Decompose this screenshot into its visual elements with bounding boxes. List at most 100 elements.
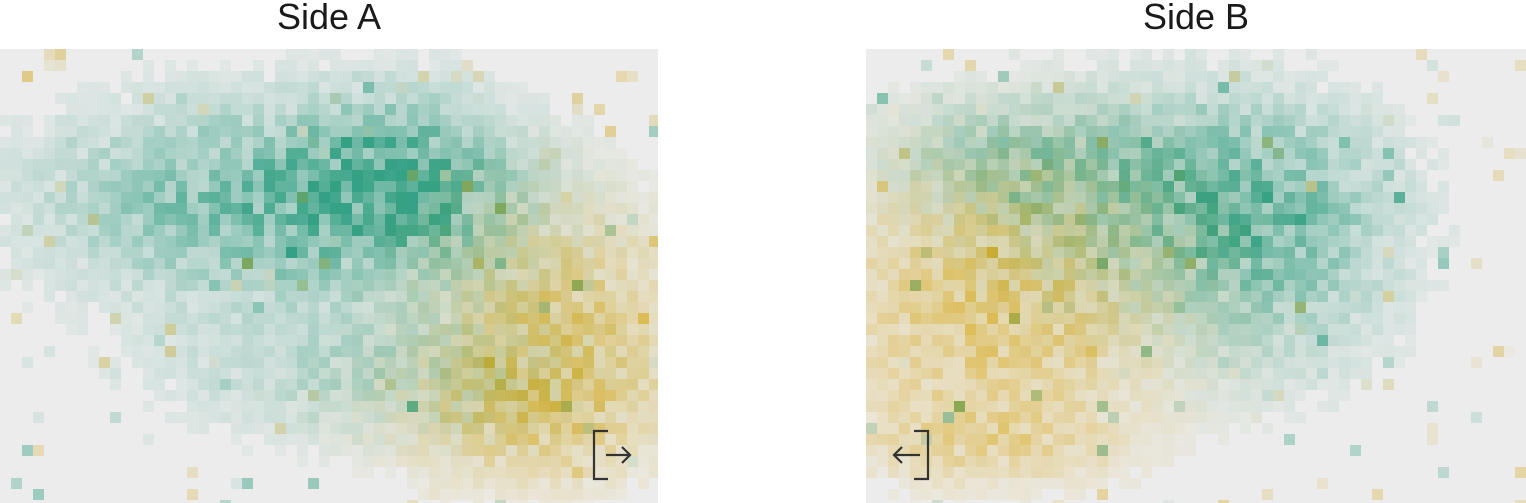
heatmap-cell	[1372, 192, 1383, 203]
heatmap-cell	[932, 434, 943, 445]
heatmap-cell	[319, 412, 330, 423]
heatmap-cell	[451, 412, 462, 423]
heatmap-cell	[1053, 401, 1064, 412]
heatmap-cell	[1273, 148, 1284, 159]
exit-right-icon[interactable]	[590, 429, 638, 481]
heatmap-cell	[22, 203, 33, 214]
heatmap-cell	[561, 379, 572, 390]
heatmap-cell	[1108, 93, 1119, 104]
heatmap-cell	[1053, 324, 1064, 335]
exit-left-icon[interactable]	[888, 429, 936, 481]
heatmap-cell	[374, 159, 385, 170]
heatmap-cell	[1086, 115, 1097, 126]
heatmap-cell	[220, 225, 231, 236]
heatmap-cell	[1174, 192, 1185, 203]
heatmap-cell	[517, 478, 528, 489]
heatmap-cell	[55, 258, 66, 269]
heatmap-cell	[1284, 115, 1295, 126]
heatmap-cell	[451, 258, 462, 269]
heatmap-cell	[451, 401, 462, 412]
heatmap-cell	[605, 236, 616, 247]
heatmap-cell	[594, 423, 605, 434]
heatmap-cell	[407, 181, 418, 192]
heatmap-cell	[22, 181, 33, 192]
heatmap-cell	[176, 379, 187, 390]
heatmap-cell	[638, 335, 649, 346]
heatmap-cell	[143, 192, 154, 203]
heatmap-cell	[231, 236, 242, 247]
heatmap-cell	[187, 346, 198, 357]
heatmap-cell	[22, 236, 33, 247]
heatmap-cell	[616, 423, 627, 434]
heatmap-cell	[1064, 225, 1075, 236]
heatmap-cell	[253, 368, 264, 379]
heatmap-cell	[187, 137, 198, 148]
heatmap-cell	[308, 368, 319, 379]
heatmap-cell	[484, 93, 495, 104]
heatmap-cell	[1405, 247, 1416, 258]
heatmap-cell	[1064, 258, 1075, 269]
heatmap-cell	[1130, 401, 1141, 412]
heatmap-cell	[1317, 170, 1328, 181]
heatmap-cell	[55, 49, 66, 60]
heatmap-cell	[1383, 247, 1394, 258]
heatmap-cell	[1031, 368, 1042, 379]
heatmap-cell	[899, 269, 910, 280]
heatmap-cell	[374, 357, 385, 368]
heatmap-cell	[1174, 203, 1185, 214]
heatmap-cell	[877, 203, 888, 214]
heatmap-cell	[352, 60, 363, 71]
heatmap-cell	[1163, 225, 1174, 236]
heatmap-cell	[1163, 500, 1174, 503]
heatmap-cell	[943, 478, 954, 489]
heatmap-cell	[561, 137, 572, 148]
heatmap-cell	[998, 324, 1009, 335]
heatmap-cell	[1031, 302, 1042, 313]
heatmap-cell	[429, 148, 440, 159]
heatmap-cell	[1262, 357, 1273, 368]
heatmap-cell	[910, 280, 921, 291]
heatmap-cell	[899, 148, 910, 159]
heatmap-cell	[1009, 302, 1020, 313]
heatmap-cell	[165, 258, 176, 269]
heatmap-cell	[539, 313, 550, 324]
heatmap-cell	[253, 302, 264, 313]
heatmap-cell	[517, 170, 528, 181]
heatmap-cell	[1163, 423, 1174, 434]
heatmap-cell	[1306, 93, 1317, 104]
heatmap-cell	[242, 423, 253, 434]
heatmap-cell	[561, 159, 572, 170]
heatmap-cell	[1163, 379, 1174, 390]
heatmap-cell	[187, 159, 198, 170]
heatmap-cell	[88, 192, 99, 203]
heatmap-cell	[143, 82, 154, 93]
heatmap-cell	[1108, 368, 1119, 379]
heatmap-cell	[1416, 258, 1427, 269]
heatmap-cell	[1119, 192, 1130, 203]
heatmap-cell	[1020, 390, 1031, 401]
heatmap-cell	[910, 379, 921, 390]
heatmap-cell	[1196, 368, 1207, 379]
heatmap-cell	[374, 247, 385, 258]
heatmap-cell	[1152, 71, 1163, 82]
heatmap-cell	[561, 126, 572, 137]
heatmap-cell	[1108, 60, 1119, 71]
heatmap-cell	[198, 346, 209, 357]
heatmap-cell	[396, 335, 407, 346]
heatmap-cell	[1009, 115, 1020, 126]
heatmap-cell	[451, 324, 462, 335]
heatmap-cell	[363, 335, 374, 346]
heatmap-cell	[1350, 357, 1361, 368]
heatmap-cell	[1438, 71, 1449, 82]
heatmap-cell	[1053, 93, 1064, 104]
heatmap-cell	[429, 225, 440, 236]
heatmap-cell	[1075, 401, 1086, 412]
heatmap-cell	[264, 225, 275, 236]
heatmap-cell	[1031, 467, 1042, 478]
heatmap-cell	[877, 379, 888, 390]
heatmap-cell	[976, 390, 987, 401]
heatmap-cell	[943, 104, 954, 115]
heatmap-cell	[1053, 126, 1064, 137]
heatmap-cell	[1405, 324, 1416, 335]
heatmap-cell	[1229, 379, 1240, 390]
